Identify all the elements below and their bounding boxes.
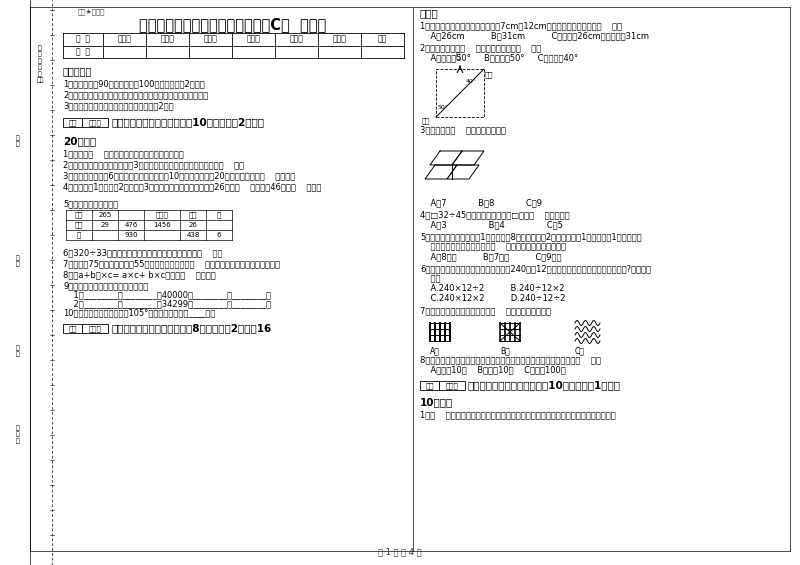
Text: 学
校: 学 校 [16, 135, 20, 147]
Text: 第 1 页 共 4 页: 第 1 页 共 4 页 [378, 547, 422, 556]
Text: 分）。: 分）。 [420, 8, 438, 18]
Text: 选择题: 选择题 [161, 35, 174, 44]
Text: 4、□32÷45的商是一位数，那么□里有（    ）种填法。: 4、□32÷45的商是一位数，那么□里有（ ）种填法。 [420, 210, 570, 219]
Text: 评卷人: 评卷人 [446, 382, 458, 389]
Text: 7、小红有75枚邮票，小华有55枚邮票，小红给小华（    ）枚邮票，两人的枚数就一样多。: 7、小红有75枚邮票，小华有55枚邮票，小红给小华（ ）枚邮票，两人的枚数就一样… [63, 259, 280, 268]
Text: 商: 商 [217, 212, 221, 218]
Text: 姓
名: 姓 名 [16, 255, 20, 267]
Text: 476: 476 [124, 222, 138, 228]
Text: 265: 265 [98, 212, 112, 218]
Text: 9、写出下面各数前后相邻的两个数。: 9、写出下面各数前后相邻的两个数。 [63, 281, 148, 290]
Text: 6: 6 [217, 232, 222, 238]
Text: 29: 29 [101, 222, 110, 228]
Text: 除数: 除数 [189, 212, 198, 218]
Text: 评卷人: 评卷人 [89, 119, 102, 126]
Text: 7、小翠要给一块地围上篱笆，（    ）的围法更节省钱。: 7、小翠要给一块地围上篱笆，（ ）的围法更节省钱。 [420, 306, 551, 315]
Text: 3、下图中有（    ）个平行四边形。: 3、下图中有（ ）个平行四边形。 [420, 125, 506, 134]
Text: 中
学
号: 中 学 号 [16, 425, 20, 444]
Text: 得分: 得分 [426, 382, 434, 389]
Bar [82, 118, 108, 127]
Text: 8、把一个小数的小数点先向左移动两位，再向右移动三位，这个小数（    ）。: 8、把一个小数的小数点先向左移动两位，再向右移动三位，这个小数（ ）。 [420, 355, 601, 364]
Text: 被除数: 被除数 [156, 212, 168, 218]
Text: 考试须知：: 考试须知： [63, 66, 92, 76]
Text: ）。: ）。 [420, 274, 441, 283]
Text: 加数: 加数 [74, 221, 83, 228]
Text: 2、一个数，由四舍后得近似数3万，这个数的千位上的数最大只能是（    ）。: 2、一个数，由四舍后得近似数3万，这个数的千位上的数最大只能是（ ）。 [63, 160, 244, 169]
Text: 装
订
线
（
禁
填）: 装 订 线 （ 禁 填） [36, 45, 44, 83]
Text: 2、________，________，34299，________，________。: 2、________，________，34299，________，_____… [63, 299, 271, 308]
Text: 班
级: 班 级 [16, 345, 20, 357]
Text: A、7            B、8            C、9: A、7 B、8 C、9 [420, 198, 542, 207]
Text: 题  号: 题 号 [76, 35, 90, 44]
Bar [436, 69, 484, 117]
Text: A、北偏东50°     B、东偏北50°     C、西偏南40°: A、北偏东50° B、东偏北50° C、西偏南40° [420, 53, 578, 62]
Text: B、: B、 [500, 346, 510, 355]
Text: 26: 26 [189, 222, 198, 228]
Text: 得  分: 得 分 [76, 47, 90, 56]
Bar [82, 324, 108, 333]
Text: 1、（    ）在一个三角形中，如果有一个角是锐角，那么这个三角形就是锐角三角形。: 1、（ ）在一个三角形中，如果有一个角是锐角，那么这个三角形就是锐角三角形。 [420, 410, 616, 419]
Text: 计算题: 计算题 [246, 35, 261, 44]
Text: C、: C、 [575, 346, 585, 355]
Text: 10分）。: 10分）。 [420, 397, 454, 407]
Bar [63, 118, 82, 127]
Bar [63, 324, 82, 333]
Text: 1、一个等腰三角形的两条边分别是7cm和12cm，这个三角形的周长是（    ）。: 1、一个等腰三角形的两条边分别是7cm和12cm，这个三角形的周长是（ ）。 [420, 21, 622, 30]
Text: 40°: 40° [466, 79, 477, 84]
Text: 5、小明给客人泡茶，接水1分钟，烧水8分钟，洗茶杯2分钟，拿茶叶1分钟，泡茶1分钟，小明: 5、小明给客人泡茶，接水1分钟，烧水8分钟，洗茶杯2分钟，拿茶叶1分钟，泡茶1分… [420, 232, 642, 241]
Text: 二、反复比较，慎重选择（共8小题，每题2分，共16: 二、反复比较，慎重选择（共8小题，每题2分，共16 [111, 324, 271, 333]
Text: 10、三角形的两个内角和是105°，则第三个内角是____度。: 10、三角形的两个内角和是105°，则第三个内角是____度。 [63, 308, 215, 317]
Text: A、26cm          B、31cm          C、可能是26cm，也可能是31cm: A、26cm B、31cm C、可能是26cm，也可能是31cm [420, 31, 649, 40]
Text: 合理安排以上事情，最少要（    ）几分钟使客人尽快喝茶。: 合理安排以上事情，最少要（ ）几分钟使客人尽快喝茶。 [420, 242, 566, 251]
Text: 和: 和 [77, 232, 81, 238]
Text: 3、不要在试卷上乱写乱画，卷面不整洁扣2分。: 3、不要在试卷上乱写乱画，卷面不整洁扣2分。 [63, 101, 174, 110]
Text: C.240×12×2          D.240÷12÷2: C.240×12×2 D.240÷12÷2 [420, 294, 566, 303]
Text: 20分）。: 20分）。 [63, 136, 96, 146]
Text: 6、320÷33的商用四舍五入法保留两位小数，大约是（    ）。: 6、320÷33的商用四舍五入法保留两位小数，大约是（ ）。 [63, 248, 222, 257]
Text: 2、请首先按要求在试卷的指定位置填写您的姓名、班级、学号。: 2、请首先按要求在试卷的指定位置填写您的姓名、班级、学号。 [63, 90, 208, 99]
Text: 三、仔细掂量，正确判断（共10小题，每题1分，共: 三、仔细掂量，正确判断（共10小题，每题1分，共 [468, 380, 621, 390]
Text: 1、射线有（    ）个端点，它可以向一端无限延长。: 1、射线有（ ）个端点，它可以向一端无限延长。 [63, 149, 184, 158]
Text: 题密★启用前: 题密★启用前 [78, 8, 106, 15]
Text: 综合题: 综合题 [290, 35, 303, 44]
Text: 1、________，________，40000，________，________。: 1、________，________，40000，________，_____… [63, 290, 271, 299]
Text: 一、用心思考，正确填空（共10小题，每题2分，共: 一、用心思考，正确填空（共10小题，每题2分，共 [111, 118, 264, 128]
Text: 加数: 加数 [74, 212, 83, 218]
Text: 北: 北 [456, 51, 461, 60]
Text: 总分: 总分 [378, 35, 387, 44]
Bar [439, 381, 465, 390]
Text: 3、煮一个鸡蛋需要6分钟，一只锅一次可以放10个鸡蛋，那么煮20个鸡蛋至少需要（    ）分钟。: 3、煮一个鸡蛋需要6分钟，一只锅一次可以放10个鸡蛋，那么煮20个鸡蛋至少需要（… [63, 171, 295, 180]
Text: 判断题: 判断题 [203, 35, 218, 44]
Text: A.240×12÷2          B.240÷12×2: A.240×12÷2 B.240÷12×2 [420, 284, 565, 293]
Text: 小强: 小强 [422, 117, 430, 124]
Text: A、8分钟          B、7分钟          C、9分钟: A、8分钟 B、7分钟 C、9分钟 [420, 252, 562, 261]
Text: 得分: 得分 [68, 325, 77, 332]
Text: 评卷人: 评卷人 [89, 325, 102, 332]
Text: 2、小强看小林在（    ），小林看小强在（    ）。: 2、小强看小林在（ ），小林看小强在（ ）。 [420, 43, 542, 52]
Text: 得分: 得分 [68, 119, 77, 126]
Text: A、3                B、4                C、5: A、3 B、4 C、5 [420, 220, 563, 229]
Text: A、: A、 [430, 346, 440, 355]
Bar [420, 381, 439, 390]
Text: 438: 438 [186, 232, 200, 238]
Text: 1456: 1456 [153, 222, 171, 228]
Text: 1、考试时间：90分钟，满分为100分（含卷面分2分）。: 1、考试时间：90分钟，满分为100分（含卷面分2分）。 [63, 79, 205, 88]
Text: 930: 930 [124, 232, 138, 238]
Text: 5、填出下表所缺的数。: 5、填出下表所缺的数。 [63, 199, 118, 208]
Text: 填空题: 填空题 [118, 35, 131, 44]
Text: 小林: 小林 [485, 71, 494, 77]
Text: 4、小圆按排1颗黄珠、2颗红珠、3颗绿珠的顺序串一串珠子，第26颗是（    ）珠，第46颗是（    ）珠。: 4、小圆按排1颗黄珠、2颗红珠、3颗绿珠的顺序串一串珠子，第26颗是（ ）珠，第… [63, 182, 322, 191]
Text: 6、学校田径队进行长跑训练，每分钟跑240米，12分钟跑完全程的一半，全程是多少米?列式是（: 6、学校田径队进行长跑训练，每分钟跑240米，12分钟跑完全程的一半，全程是多少… [420, 264, 651, 273]
Text: A、扩大10倍    B、缩小10倍    C、缩小100倍: A、扩大10倍 B、缩小10倍 C、缩小100倍 [420, 365, 566, 374]
Text: 四年级数学【下册】期末考试试题C卷  附答案: 四年级数学【下册】期末考试试题C卷 附答案 [139, 17, 326, 32]
Text: 50°: 50° [438, 105, 449, 110]
Text: 8、（a+b）×c= a×c+ b×c是根据（    ）定律。: 8、（a+b）×c= a×c+ b×c是根据（ ）定律。 [63, 270, 216, 279]
Text: 应用题: 应用题 [333, 35, 346, 44]
